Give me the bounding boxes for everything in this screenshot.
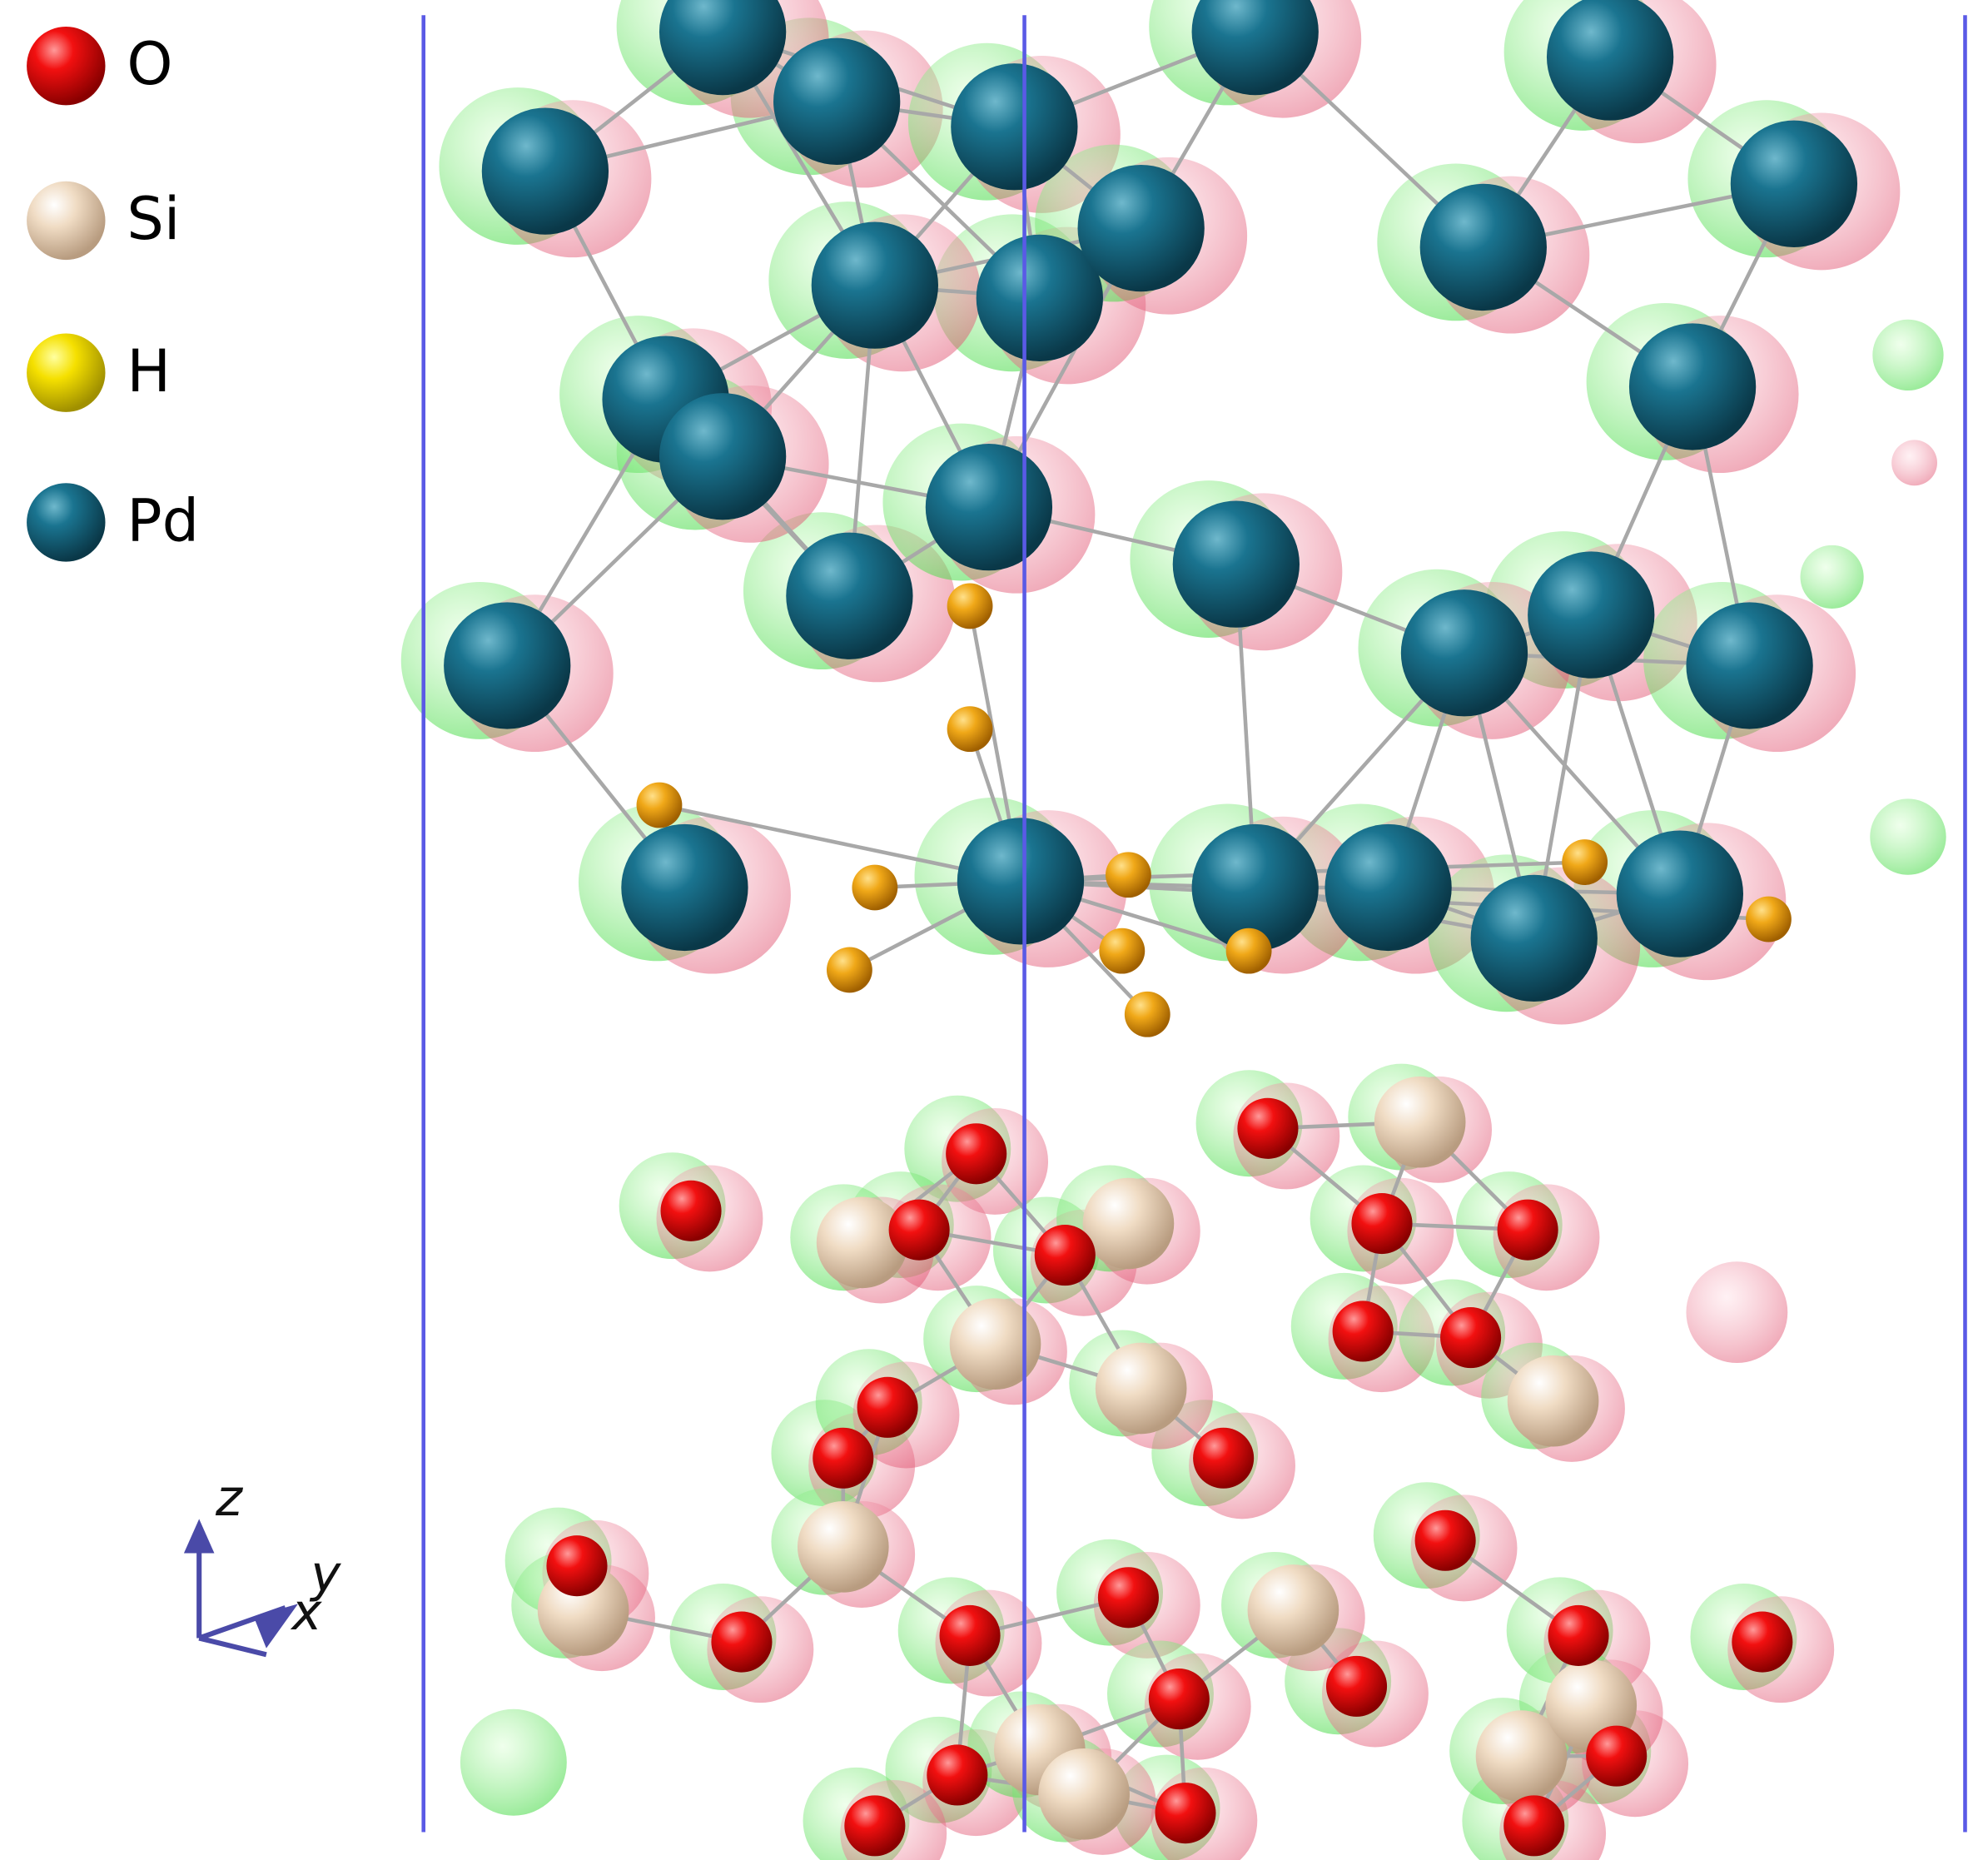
pd-atom — [1191, 823, 1319, 952]
o-atom — [946, 1123, 1007, 1185]
o-atom — [813, 1427, 874, 1489]
h-atom — [1099, 928, 1146, 974]
isosurface-lobe — [1870, 798, 1946, 875]
o-atom — [1332, 1301, 1394, 1362]
pd-atom — [976, 234, 1103, 362]
si-atom — [1247, 1564, 1339, 1656]
pd-atom — [925, 443, 1053, 571]
pd-atom — [659, 393, 787, 520]
o-atom — [1586, 1725, 1648, 1787]
h-atom — [636, 782, 683, 828]
pd-atom — [1325, 823, 1452, 952]
h-atom — [1225, 928, 1272, 974]
o-atom — [939, 1604, 1001, 1667]
pd-atom — [444, 602, 571, 729]
pd-atom — [1628, 323, 1757, 450]
si-atom — [816, 1196, 908, 1289]
isosurface-lobe — [1872, 319, 1944, 391]
h-atom — [1562, 839, 1608, 885]
o-atom — [1237, 1097, 1299, 1159]
pd-atom — [786, 532, 913, 659]
pd-atom — [1730, 120, 1858, 247]
o-atom — [1193, 1427, 1255, 1489]
axis-label: y — [309, 1544, 341, 1604]
pd-atom — [1528, 551, 1655, 679]
isosurface-lobe — [1891, 440, 1937, 486]
h-atom — [1746, 896, 1792, 942]
pd-atom — [1546, 0, 1674, 121]
h-atom — [1106, 852, 1151, 898]
pd-atom — [1191, 0, 1319, 96]
legend-swatch — [27, 333, 106, 412]
pd-atom — [811, 221, 938, 349]
o-atom — [844, 1795, 906, 1857]
o-atom — [1440, 1307, 1502, 1369]
o-atom — [546, 1535, 608, 1597]
pd-atom — [957, 818, 1085, 945]
legend-label: O — [127, 30, 172, 98]
pd-atom — [659, 0, 787, 96]
o-atom — [1503, 1795, 1565, 1857]
si-atom — [949, 1298, 1041, 1390]
pd-atom — [1616, 830, 1743, 957]
pd-atom — [1470, 874, 1598, 1002]
si-atom — [1082, 1177, 1175, 1270]
pd-atom — [1400, 589, 1528, 717]
o-atom — [1414, 1509, 1476, 1571]
legend-label: Pd — [127, 486, 199, 555]
o-atom — [1155, 1783, 1216, 1844]
cell-edges — [421, 15, 1967, 1833]
pd-atom — [773, 37, 901, 165]
legend-swatch — [27, 181, 106, 261]
si-atom — [1038, 1748, 1130, 1840]
pd-atom — [951, 63, 1078, 191]
pd-atom — [481, 107, 609, 235]
pd-atom — [621, 823, 748, 952]
si-atom — [1374, 1076, 1466, 1168]
pd-atom — [1686, 602, 1813, 729]
pd-atom — [1419, 183, 1547, 311]
o-atom — [1034, 1225, 1096, 1286]
si-atom — [1095, 1342, 1187, 1435]
isosurface-lobe — [460, 1708, 567, 1816]
o-atom — [1351, 1192, 1413, 1255]
o-atom — [1148, 1669, 1210, 1730]
o-atom — [1497, 1199, 1558, 1261]
legend: O Si H Pd — [27, 26, 199, 562]
h-atom — [1124, 991, 1170, 1037]
o-atom — [1548, 1604, 1609, 1667]
pd-atom — [1172, 500, 1300, 628]
axis-arrowhead — [253, 1604, 298, 1649]
atoms — [444, 0, 1858, 1857]
si-atom — [1507, 1355, 1599, 1447]
axis-indicator: z y x — [183, 1469, 341, 1658]
o-atom — [888, 1199, 950, 1261]
o-atom — [711, 1611, 773, 1673]
axis-arrow — [198, 1635, 267, 1658]
o-atom — [1325, 1655, 1388, 1717]
legend-swatch — [27, 483, 106, 562]
isosurface-lobe — [1800, 545, 1864, 609]
o-atom — [857, 1376, 918, 1438]
pd-atom — [1077, 164, 1205, 292]
axis-arrowhead — [183, 1519, 215, 1554]
axis-label: z — [215, 1469, 244, 1528]
axis-label: x — [290, 1583, 322, 1642]
h-atom — [947, 706, 993, 753]
h-atom — [826, 947, 872, 993]
legend-label: H — [127, 337, 171, 405]
legend-label: Si — [127, 185, 180, 253]
legend-swatch — [27, 26, 106, 106]
si-atom — [797, 1501, 889, 1593]
o-atom — [927, 1744, 988, 1806]
isosurface-lobe — [1686, 1261, 1788, 1364]
o-atom — [1732, 1611, 1793, 1673]
o-atom — [660, 1180, 722, 1241]
h-atom — [947, 583, 993, 629]
o-atom — [1097, 1567, 1159, 1629]
h-atom — [852, 864, 898, 911]
si-atom — [1475, 1710, 1568, 1802]
